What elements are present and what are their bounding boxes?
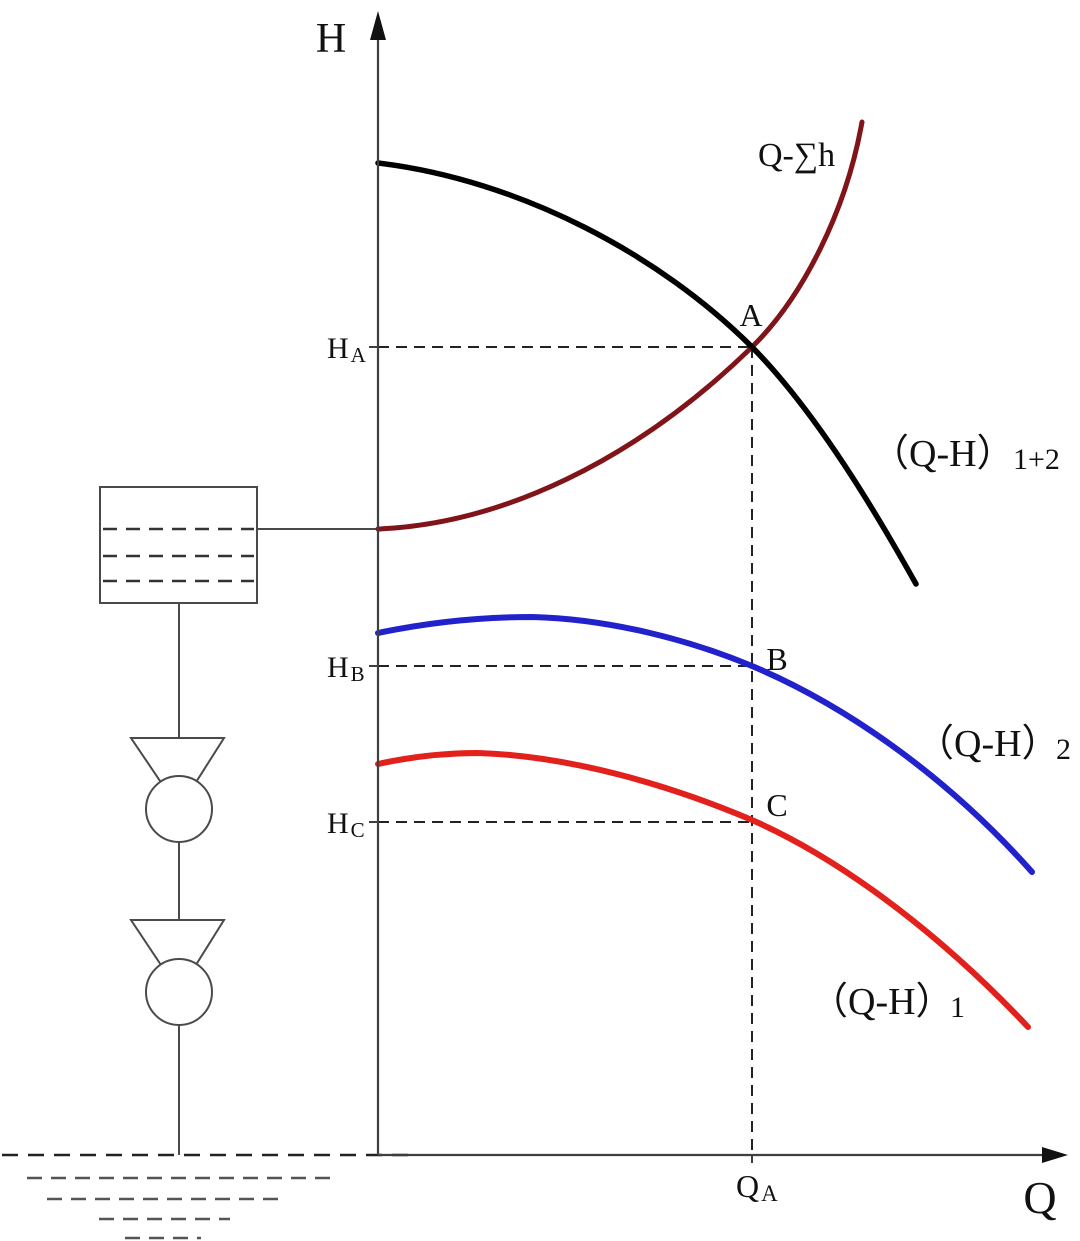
pump-2-curve (375, 613, 1035, 875)
y-axis-arrowhead-icon (370, 11, 386, 40)
pump-2-curve-label-sub: 2 (1056, 733, 1071, 766)
point-c-label: C (766, 787, 787, 823)
combined-curve-label-sub: 1+2 (1013, 443, 1060, 476)
pump-1-circle (145, 775, 213, 843)
point-b-label: B (766, 641, 787, 677)
pump-2-curve-label: （Q-H）2 (916, 723, 1071, 766)
y-axis-label: H (316, 16, 346, 62)
q-a-sub: A (761, 1181, 778, 1206)
pump-2-circle (145, 958, 213, 1026)
h-c-base: H (327, 807, 349, 840)
x-axis-arrowhead-icon (1042, 1147, 1068, 1163)
pump-1-triangle (129, 737, 226, 811)
h-a-base: H (327, 332, 349, 365)
q-a-value-label: QA (736, 1168, 778, 1206)
pump-1-curve-label-sub: 1 (950, 991, 965, 1024)
h-b-value-label: HB (327, 651, 365, 686)
h-c-value-label: HC (327, 807, 365, 842)
h-a-value-label: HA (327, 332, 367, 367)
pump-1-curve-label-base: （Q-H） (810, 981, 954, 1023)
h-a-sub: A (351, 343, 367, 367)
pump-2-curve-label-base: （Q-H） (916, 723, 1060, 765)
q-a-base: Q (736, 1168, 759, 1204)
system-curve (375, 119, 865, 532)
system-curve-label: Q-∑h (758, 137, 835, 174)
point-a-label: A (739, 297, 762, 333)
combined-pump-curve (375, 160, 919, 587)
h-c-sub: C (351, 818, 365, 842)
combined-curve-label-base: （Q-H） (871, 433, 1015, 475)
x-axis-label: Q (1023, 1172, 1056, 1223)
combined-curve-label: （Q-H）1+2 (871, 433, 1060, 476)
h-b-sub: B (351, 662, 365, 686)
pump-1-curve-label: （Q-H）1 (810, 981, 965, 1024)
upper-tank (99, 486, 258, 604)
pump-2-triangle (129, 919, 226, 994)
pump-1-curve (375, 749, 1031, 1030)
h-b-base: H (327, 651, 349, 684)
